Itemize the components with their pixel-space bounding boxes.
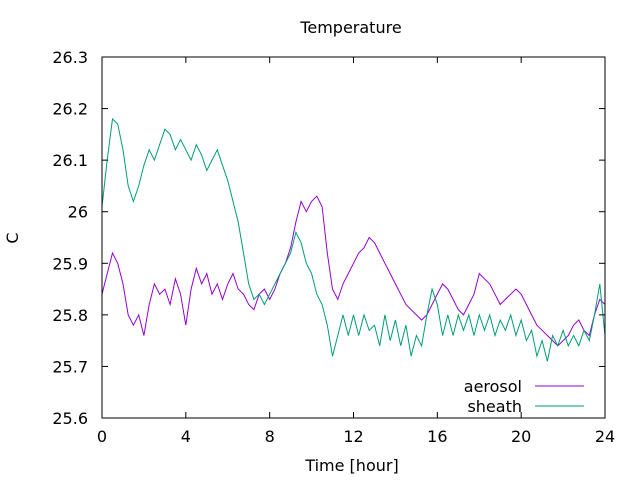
x-tick-label: 16 — [427, 427, 447, 446]
x-tick-label: 0 — [97, 427, 107, 446]
legend-label-sheath: sheath — [467, 397, 522, 416]
series-line-sheath — [101, 117, 606, 362]
y-tick-label: 26.2 — [52, 100, 88, 119]
y-tick-label: 25.6 — [52, 409, 88, 428]
x-tick-label: 4 — [181, 427, 191, 446]
y-axis-label: C — [3, 232, 22, 243]
y-tick-label: 26 — [68, 203, 88, 222]
legend-label-aerosol: aerosol — [464, 377, 522, 396]
x-axis-label: Time [hour] — [304, 456, 398, 475]
axis-ticks: 0 4 8 12 16 20 24 25.6 25.7 25.8 25.9 26 26.1 26.2 26.… — [52, 48, 615, 446]
x-tick-label: 24 — [595, 427, 615, 446]
x-tick-label: 12 — [343, 427, 363, 446]
y-tick-label: 26.3 — [52, 48, 88, 67]
y-tick-label: 25.8 — [52, 306, 88, 325]
series-line-aerosol — [101, 195, 606, 347]
x-tick-label: 20 — [511, 427, 531, 446]
chart-title: Temperature — [299, 18, 401, 37]
x-tick-label: 8 — [265, 427, 275, 446]
y-tick-label: 25.7 — [52, 357, 88, 376]
plot-series — [101, 117, 606, 362]
y-tick-label: 25.9 — [52, 254, 88, 273]
y-tick-label: 26.1 — [52, 151, 88, 170]
